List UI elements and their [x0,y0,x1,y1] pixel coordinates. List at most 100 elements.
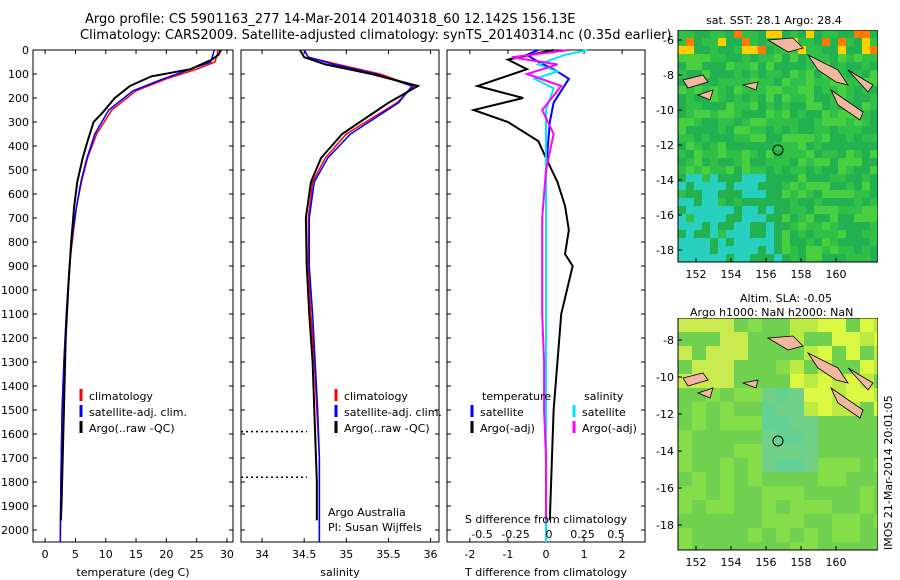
map-cell [854,182,862,190]
map-cell [678,332,692,346]
map-cell [846,500,860,514]
map-cell [710,110,718,118]
map-cell [862,110,870,118]
map-cell [710,246,718,254]
map-cell [726,38,734,46]
map-cell [838,254,846,262]
series-line-s-argo [511,49,569,521]
depth-tick-label: 900 [8,260,29,273]
map-cell [702,190,710,198]
x-tick-label: 36 [424,548,438,561]
map-cell [758,182,766,190]
map-cell [870,78,878,86]
map-cell [870,46,878,54]
map-cell [818,388,832,402]
map-cell [734,118,742,126]
map-cell [782,150,790,158]
map-cell [762,416,776,430]
map-cell [748,360,762,374]
map-y-tick-label: -16 [656,482,674,495]
map-cell [790,486,804,500]
map-cell [758,166,766,174]
map-cell [790,230,798,238]
map-cell [686,62,694,70]
map-cell [750,166,758,174]
map-cell [742,86,750,94]
map-cell [742,70,750,78]
map-cell [798,94,806,102]
map-cell [720,416,734,430]
map-cell [762,388,776,402]
map-cell [694,62,702,70]
map-cell [720,388,734,402]
map-cell [782,86,790,94]
map-cell [706,458,720,472]
map-cell [838,166,846,174]
map-cell [818,486,832,500]
map-cell [862,70,870,78]
map-cell [814,134,822,142]
map-cell [790,360,804,374]
map-cell [734,458,748,472]
map-cell [782,118,790,126]
map-cell [694,246,702,254]
map-cell [686,246,694,254]
map-cell [870,62,878,70]
map-cell [678,402,692,416]
map-cell [832,346,846,360]
map-cell [798,102,806,110]
map-cell [846,318,860,332]
map-cell [846,486,860,500]
map-cell [830,78,838,86]
map-cell [710,70,718,78]
map-cell [774,54,782,62]
x-axis-label: salinity [320,566,360,579]
map-cell [822,142,830,150]
map-cell [774,102,782,110]
map-y-tick-label: -10 [656,104,674,117]
map-y-tick-label: -14 [656,445,674,458]
map-cell [692,430,706,444]
map-cell [846,110,854,118]
map-cell [686,46,694,54]
map-cell [790,430,804,444]
map-cell [726,102,734,110]
map-cell [822,38,830,46]
map-cell [734,126,742,134]
map-cell [830,230,838,238]
map-cell [870,38,878,46]
map-cell [854,222,862,230]
map-cell [870,102,878,110]
map-cell [710,150,718,158]
map-cell [846,472,860,486]
map-cell [720,486,734,500]
map-cell [870,54,878,62]
map-cell [748,444,762,458]
map-cell [750,254,758,262]
map-cell [814,142,822,150]
map-cell [790,388,804,402]
map-cell [678,528,692,542]
map-cell [710,126,718,134]
map-cell [774,86,782,94]
map-cell [830,110,838,118]
map-cell [694,198,702,206]
map-cell [846,206,854,214]
map-cell [762,360,776,374]
map-cell [870,150,878,158]
map-cell [734,472,748,486]
map-cell [838,30,846,38]
map-cell [832,416,846,430]
map-cell [774,182,782,190]
map-cell [694,166,702,174]
map-cell [766,206,774,214]
map-cell [734,62,742,70]
map-cell [692,514,706,528]
map-cell [774,46,782,54]
map-cell [686,30,694,38]
map-cell [774,150,782,158]
map-cell [790,70,798,78]
map-cell [678,62,686,70]
map-x-tick-label: 154 [721,268,742,281]
map-cell [742,182,750,190]
